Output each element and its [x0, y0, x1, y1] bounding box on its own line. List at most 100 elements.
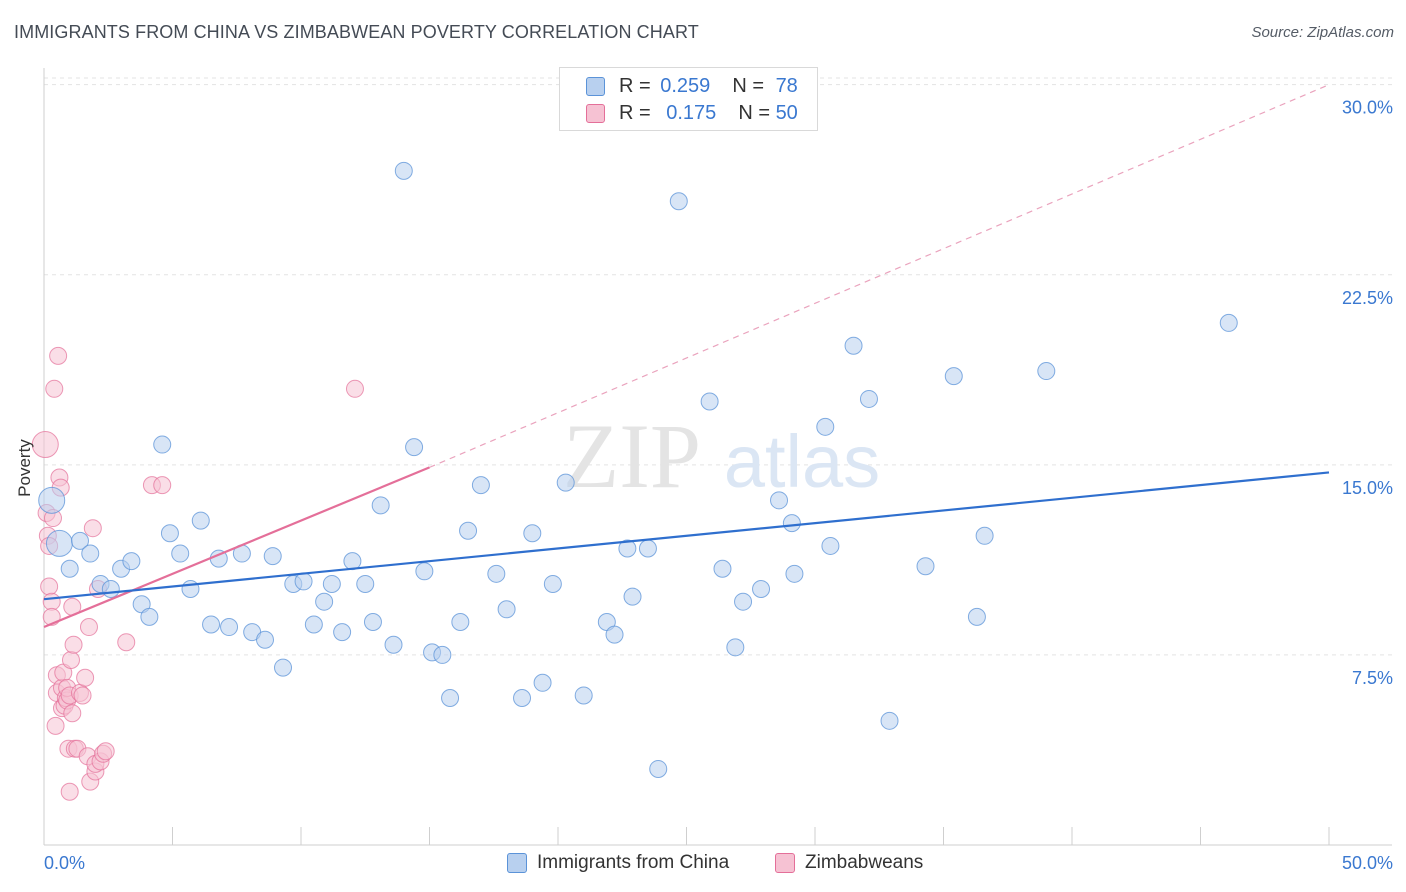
china-point: [405, 438, 424, 457]
legend-label-china: Immigrants from China: [537, 852, 730, 873]
china-point: [394, 161, 413, 180]
y-tick-label: 15.0%: [1342, 478, 1393, 498]
china-swatch: [586, 76, 605, 96]
china-point: [880, 711, 899, 730]
zimbabwe-point: [46, 716, 65, 735]
china-point: [513, 689, 532, 708]
zimbabwe-point: [45, 379, 64, 398]
china-point: [734, 592, 753, 611]
china-point: [844, 336, 863, 355]
china-point: [45, 529, 73, 557]
china-swatch: [507, 853, 527, 873]
china-point: [1219, 313, 1238, 332]
zimbabwe-point: [73, 686, 92, 705]
x-tick-label-max: 50.0%: [1342, 853, 1393, 873]
china-point: [770, 491, 789, 510]
china-point: [533, 673, 552, 692]
n-value: 78: [775, 74, 798, 97]
china-point: [669, 192, 688, 211]
china-point: [171, 544, 190, 563]
china-point: [752, 580, 771, 599]
watermark-atlas: atlas: [724, 420, 880, 503]
y-tick-label: 30.0%: [1342, 98, 1393, 118]
zimbabwe-point: [153, 476, 172, 495]
china-point: [384, 635, 403, 654]
axes: [43, 68, 1392, 846]
china-point: [785, 564, 804, 583]
zimbabwe-point: [96, 742, 115, 761]
zimbabwe-point: [31, 431, 59, 459]
china-point: [967, 607, 986, 626]
zimbabwe-point: [76, 668, 95, 687]
n-value: 50: [775, 101, 798, 124]
legend-row-china: R = 0.259 N = 78: [586, 74, 798, 98]
china-point: [713, 559, 732, 578]
legend-label-zimbabwe: Zimbabweans: [805, 852, 924, 873]
china-point: [821, 536, 840, 555]
tick-labels: 7.5% 15.0% 22.5% 30.0% 0.0% 50.0%: [44, 98, 1393, 873]
china-point: [140, 607, 159, 626]
china-point: [263, 547, 282, 566]
zimbabwe-swatch: [775, 853, 795, 873]
zimbabwe-trend-line: [43, 466, 430, 629]
china-point: [638, 539, 657, 558]
china-point: [649, 759, 668, 778]
zimbabwe-point: [83, 519, 102, 538]
china-point: [81, 544, 100, 563]
china-point: [274, 658, 293, 677]
zimbabwe-trend-extension: [429, 84, 1330, 468]
china-point: [101, 580, 120, 599]
zimbabwe-point: [117, 633, 136, 652]
china-point: [315, 592, 334, 611]
china-point: [322, 574, 341, 593]
zimbabwe-point: [49, 346, 68, 365]
china-point: [304, 615, 323, 634]
china-point: [451, 612, 470, 631]
zimbabwe-swatch: [586, 103, 605, 123]
source-credit: Source: ZipAtlas.com: [1251, 24, 1394, 41]
series-legend: Immigrants from China Zimbabweans: [0, 852, 1406, 876]
y-axis-label: Poverty: [15, 439, 34, 497]
trend-lines: [429, 84, 1330, 468]
china-point: [202, 615, 221, 634]
china-point: [975, 526, 994, 545]
china-point: [726, 638, 745, 657]
china-point: [487, 564, 506, 583]
y-tick-label: 7.5%: [1352, 668, 1393, 688]
china-point: [1037, 362, 1056, 381]
zimbabwe-point: [64, 635, 83, 654]
chart-title: IMMIGRANTS FROM CHINA VS ZIMBABWEAN POVE…: [14, 22, 699, 42]
china-point: [160, 524, 179, 543]
zimbabwe-point: [40, 577, 59, 596]
zimbabwe-points: [31, 346, 364, 801]
zimbabwe-point: [60, 782, 79, 801]
china-point: [859, 389, 878, 408]
china-point: [543, 574, 562, 593]
china-point: [944, 367, 963, 386]
china-point: [471, 476, 490, 495]
china-point: [782, 514, 801, 533]
china-point: [60, 559, 79, 578]
watermark: ZIP atlas: [563, 405, 880, 507]
china-point: [220, 618, 239, 637]
china-point: [618, 539, 637, 558]
n-label: N =: [738, 101, 770, 124]
r-value: 0.175: [666, 101, 717, 124]
legend-item-china: Immigrants from China: [507, 852, 729, 874]
zimbabwe-point: [345, 379, 364, 398]
china-point: [433, 645, 452, 664]
solid-trend-lines: [43, 466, 1330, 629]
zimbabwe-point: [61, 650, 80, 669]
n-label: N =: [732, 74, 764, 97]
zimbabwe-point: [63, 704, 82, 723]
r-value: 0.259: [660, 74, 711, 97]
china-trend-line: [43, 471, 1330, 601]
zimbabwe-point: [79, 618, 98, 637]
legend-row-zimbabwe: R = 0.175 N = 50: [586, 101, 798, 125]
china-point: [700, 392, 719, 411]
china-point: [459, 521, 478, 540]
correlation-legend: R = 0.259 N = 78 R = 0.175 N = 50: [559, 67, 818, 131]
china-point: [191, 511, 210, 530]
china-point: [333, 623, 352, 642]
